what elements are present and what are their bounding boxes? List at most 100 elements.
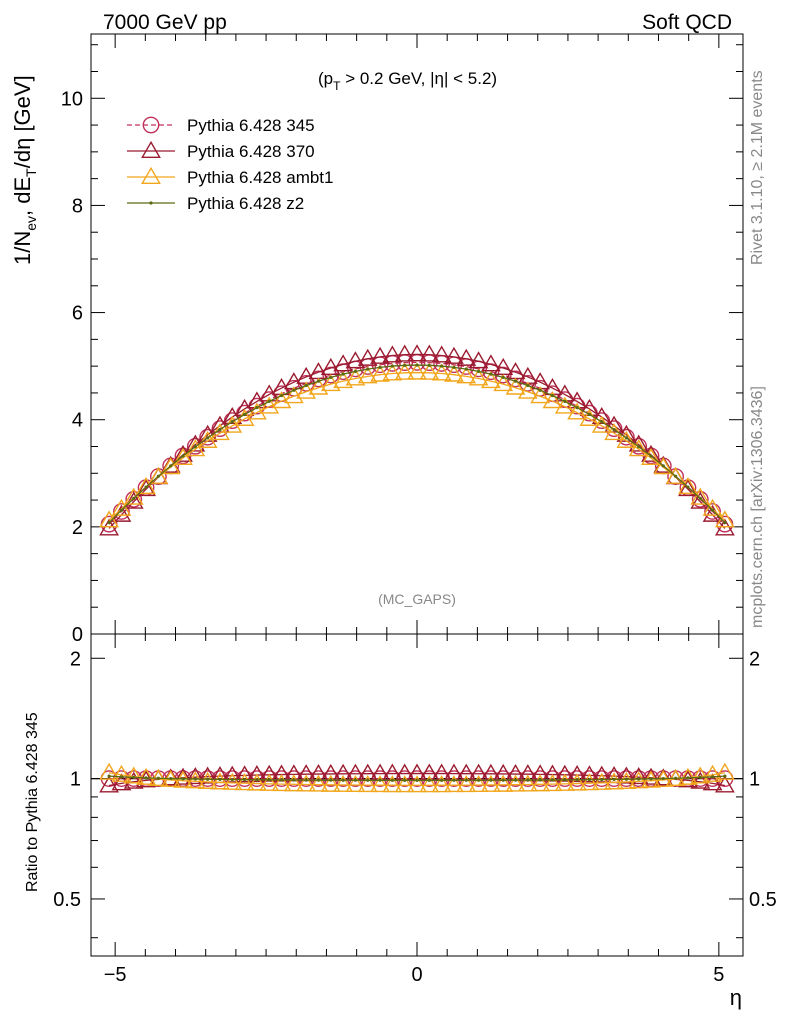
data-point bbox=[616, 771, 637, 789]
data-point bbox=[480, 371, 501, 389]
data-point bbox=[169, 776, 173, 781]
data-point bbox=[234, 773, 255, 791]
data-point bbox=[169, 464, 173, 468]
data-point bbox=[444, 364, 464, 382]
data-point bbox=[617, 428, 635, 446]
data-point bbox=[222, 765, 243, 783]
data-point bbox=[452, 778, 456, 782]
data-point bbox=[698, 775, 702, 779]
ratio-y-tick-label-right: 2 bbox=[749, 648, 760, 670]
x-tick-label: −5 bbox=[104, 964, 127, 986]
data-point bbox=[427, 778, 431, 782]
series-2 bbox=[99, 362, 735, 528]
main-y-tick-label: 8 bbox=[72, 195, 83, 217]
ratio-line bbox=[108, 772, 726, 787]
data-point bbox=[489, 372, 493, 376]
data-point bbox=[464, 367, 468, 371]
data-point bbox=[542, 774, 563, 792]
data-point bbox=[333, 774, 354, 792]
ratio-y-tick-label-right: 1 bbox=[749, 769, 760, 791]
data-point bbox=[222, 772, 243, 790]
data-point bbox=[234, 765, 255, 783]
data-point bbox=[456, 366, 477, 384]
data-point bbox=[407, 344, 427, 362]
x-tick-label: 0 bbox=[411, 964, 422, 986]
data-point bbox=[513, 778, 518, 782]
data-point bbox=[242, 412, 247, 417]
data-point bbox=[206, 436, 210, 440]
data-point bbox=[279, 393, 284, 398]
data-point bbox=[144, 485, 148, 489]
ratio-y-tick-label: 0.5 bbox=[53, 889, 81, 911]
data-point bbox=[370, 346, 390, 364]
data-point bbox=[403, 778, 407, 782]
data-point bbox=[505, 774, 526, 792]
data-point bbox=[316, 379, 321, 383]
data-point bbox=[649, 454, 653, 458]
main-y-tick-label: 0 bbox=[72, 624, 83, 646]
main-y-tick-label: 6 bbox=[72, 303, 83, 325]
data-point bbox=[292, 388, 296, 392]
data-point bbox=[99, 510, 120, 528]
data-point bbox=[123, 487, 144, 505]
data-point bbox=[678, 767, 698, 785]
data-point bbox=[431, 363, 452, 381]
data-point bbox=[480, 763, 501, 781]
data-point bbox=[686, 485, 690, 489]
main-series-group bbox=[99, 344, 735, 536]
data-point bbox=[468, 368, 489, 386]
data-point bbox=[674, 474, 678, 478]
ratio-series-3 bbox=[107, 774, 727, 782]
data-point bbox=[218, 777, 222, 781]
data-point bbox=[382, 363, 403, 381]
data-point bbox=[378, 365, 382, 369]
data-point bbox=[630, 437, 648, 455]
legend-entry: Pythia 6.428 370 bbox=[127, 140, 315, 161]
legend-entry: Pythia 6.428 z2 bbox=[127, 194, 304, 213]
data-point bbox=[267, 778, 271, 782]
data-point bbox=[723, 520, 727, 525]
data-point bbox=[185, 771, 206, 789]
data-point bbox=[538, 778, 542, 782]
data-point bbox=[357, 366, 378, 384]
data-point bbox=[567, 402, 587, 420]
data-point bbox=[476, 778, 481, 782]
data-point bbox=[382, 775, 403, 793]
data-point bbox=[390, 364, 394, 368]
legend-entry: Pythia 6.428 ambt1 bbox=[127, 166, 333, 187]
ratio-series-group bbox=[99, 762, 735, 793]
main-y-tick-label: 10 bbox=[61, 88, 83, 110]
data-point bbox=[464, 778, 468, 782]
data-point bbox=[132, 775, 136, 779]
data-point bbox=[345, 351, 366, 369]
mcplots-label: mcplots.cern.ch [arXiv:1306.3436] bbox=[749, 386, 766, 628]
data-point bbox=[279, 778, 284, 782]
data-point bbox=[431, 775, 452, 793]
data-point bbox=[704, 503, 721, 520]
data-point bbox=[353, 778, 358, 782]
data-point bbox=[587, 778, 592, 782]
data-point bbox=[678, 476, 698, 495]
data-point bbox=[185, 767, 206, 785]
series-3 bbox=[107, 363, 727, 525]
data-point bbox=[125, 490, 143, 508]
data-point bbox=[242, 778, 247, 782]
header-category: Soft QCD bbox=[642, 11, 732, 34]
ratio-y-axis-label: Ratio to Pythia 6.428 345 bbox=[24, 712, 41, 892]
cut-label: (pT > 0.2 GeV, |η| < 5.2) bbox=[318, 69, 497, 93]
data-point bbox=[357, 775, 378, 793]
data-point bbox=[587, 412, 592, 417]
data-point bbox=[206, 777, 210, 781]
data-point bbox=[119, 508, 124, 512]
data-point bbox=[255, 778, 259, 782]
data-point bbox=[193, 777, 197, 781]
data-point bbox=[111, 764, 132, 782]
data-point bbox=[542, 391, 563, 409]
legend-label: Pythia 6.428 z2 bbox=[187, 194, 304, 213]
data-point bbox=[111, 498, 132, 516]
data-point bbox=[600, 777, 604, 782]
data-point bbox=[501, 375, 505, 380]
data-point bbox=[690, 487, 711, 505]
data-point bbox=[123, 491, 144, 509]
